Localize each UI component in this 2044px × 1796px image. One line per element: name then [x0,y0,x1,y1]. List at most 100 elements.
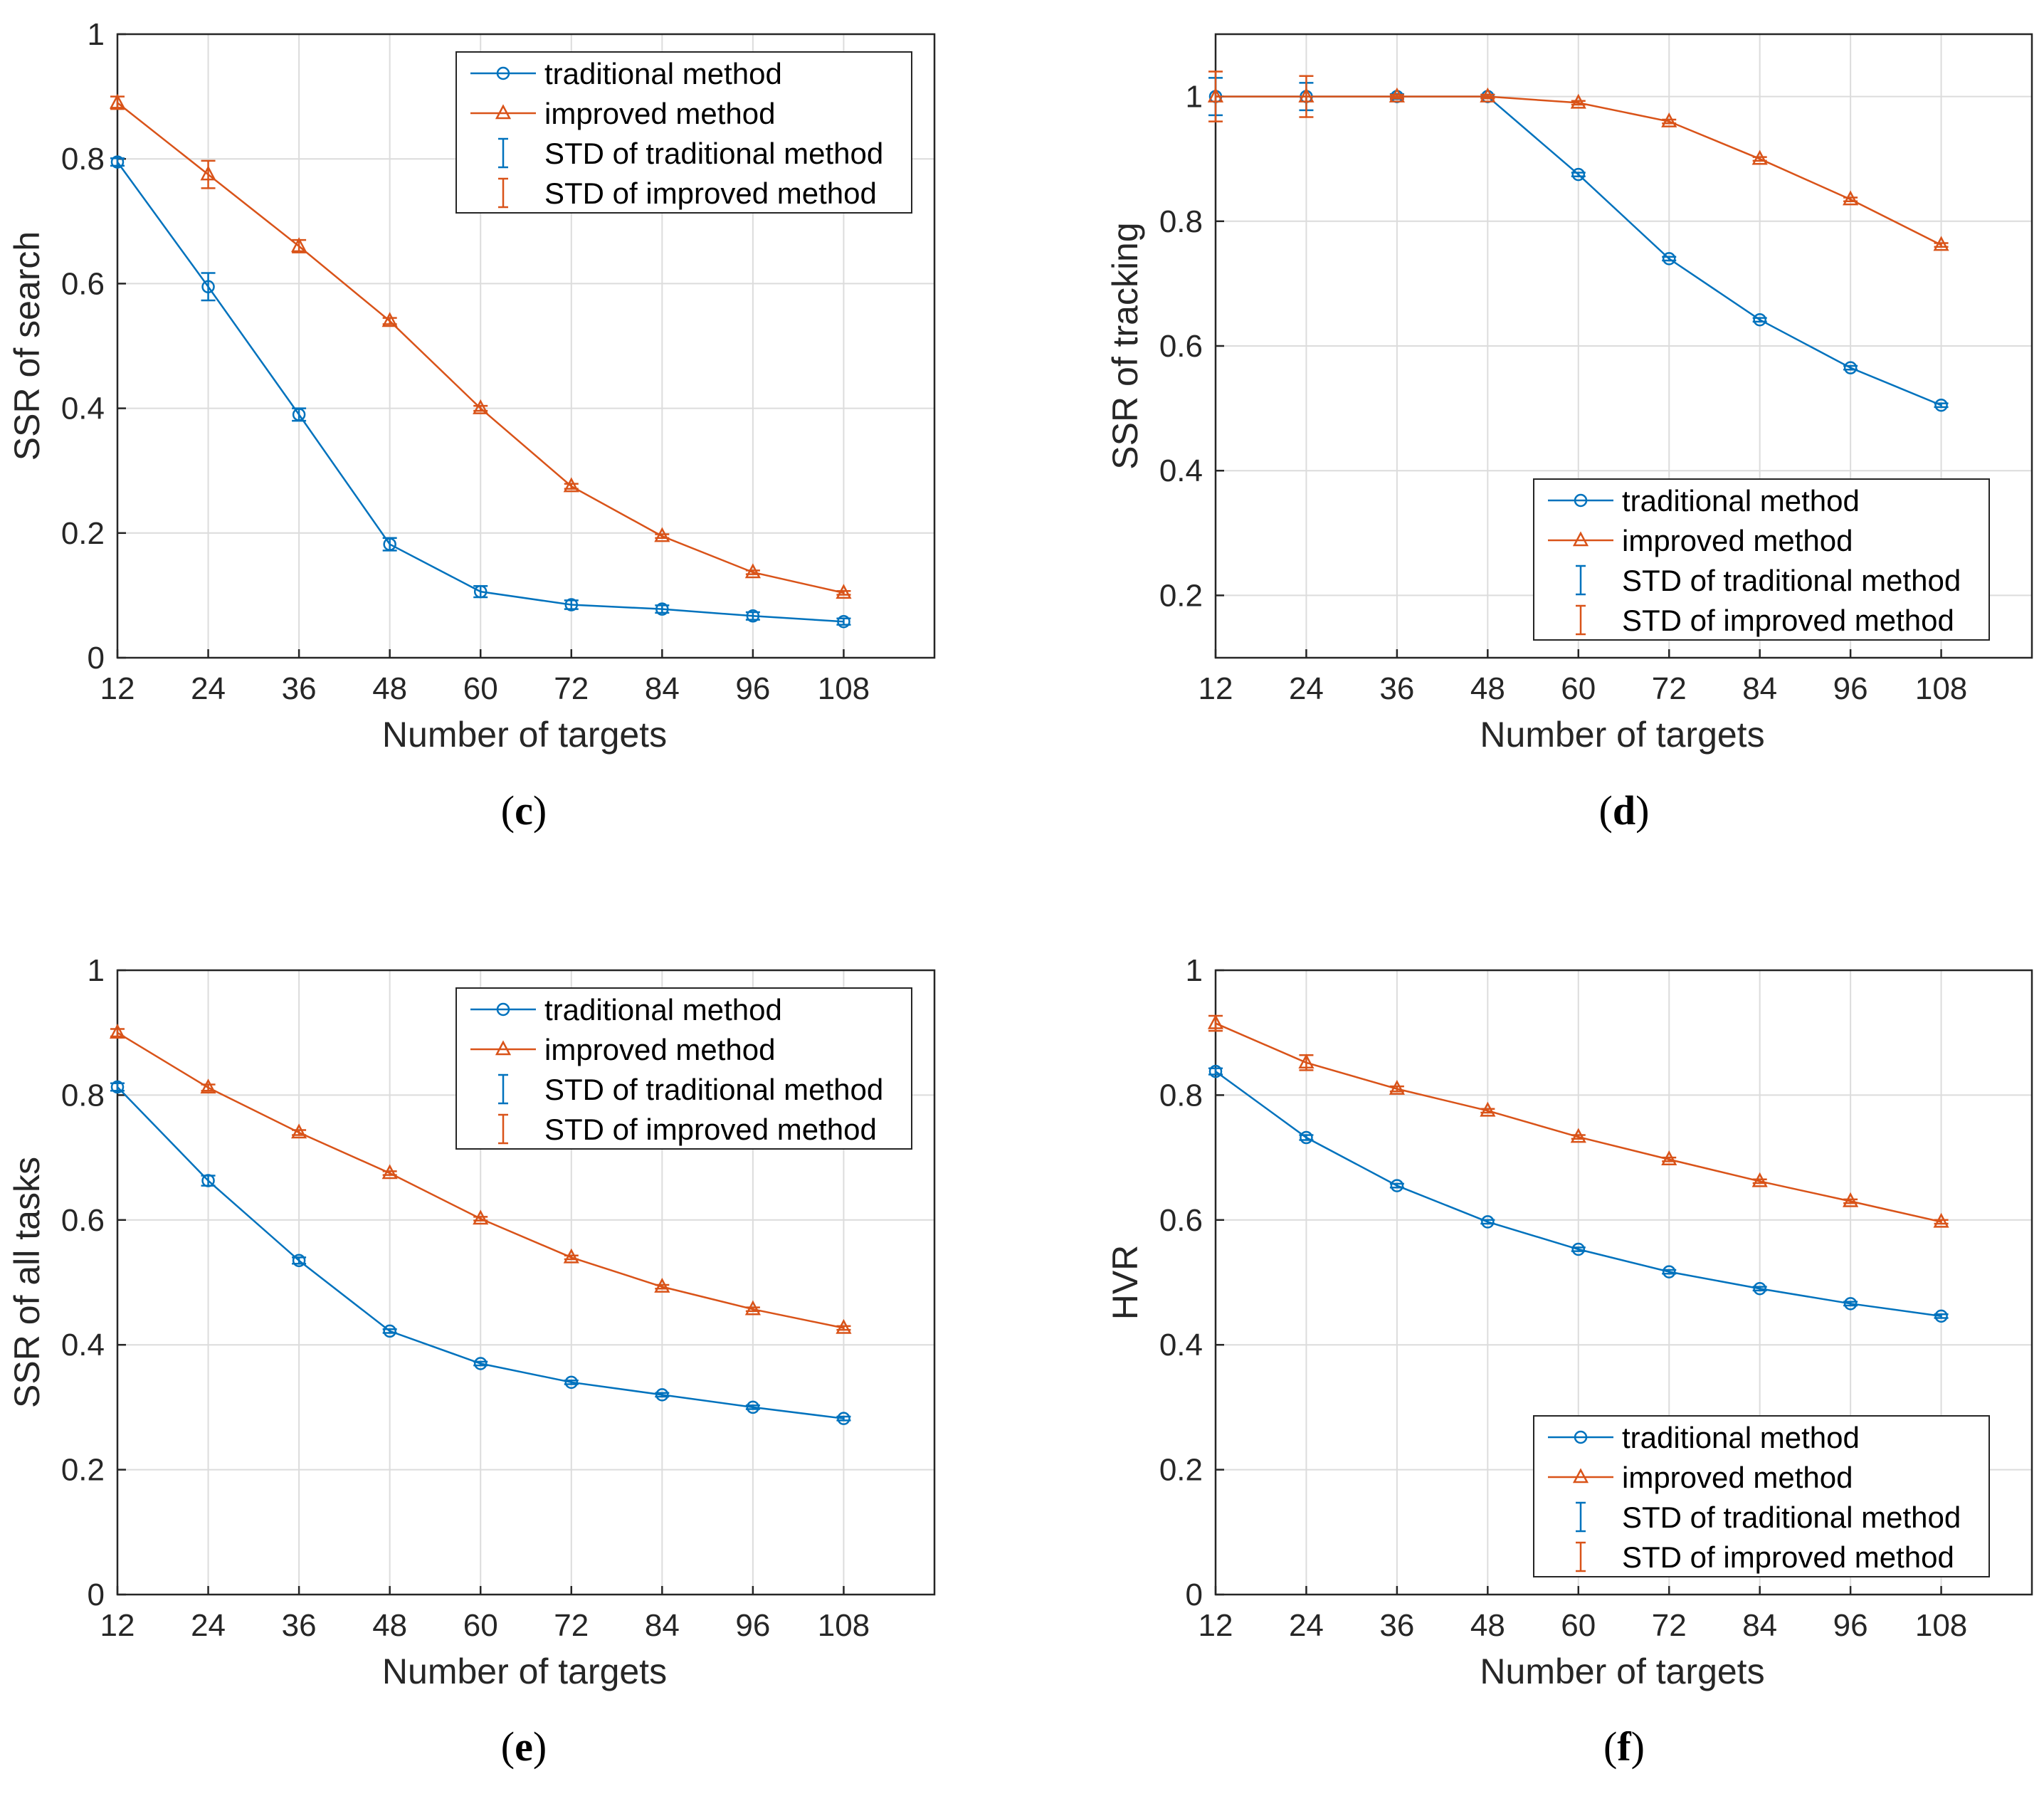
series-improved [109,1024,852,1334]
x-tick-label: 12 [100,671,135,706]
caption-letter: f [1617,1723,1631,1770]
data-point [1298,87,1315,103]
x-tick-label: 96 [735,1608,770,1643]
data-point [1571,167,1586,182]
data-point [110,155,125,169]
panel-caption: (f) [1603,1723,1645,1770]
y-tick-label: 0.8 [61,142,105,177]
y-axis-label: SSR of tracking [1105,222,1145,469]
data-point [564,1375,579,1390]
y-axis-label: HVR [1105,1245,1145,1320]
data-point [1843,190,1859,206]
axes-box [116,969,936,1596]
y-tick-label: 0 [1186,1577,1203,1612]
legend-marker [1574,493,1588,508]
data-point [201,1174,215,1187]
y-tick-label: 0.2 [61,1453,105,1488]
y-tick-label: 0.8 [1159,1078,1203,1113]
y-tick-label: 1 [1186,953,1203,988]
x-tick-label: 84 [645,671,680,706]
x-tick-label: 84 [1742,671,1777,706]
legend-marker [496,1002,510,1017]
data-point [383,537,396,551]
data-point [291,237,307,253]
series-traditional [110,155,851,629]
data-point [381,312,398,327]
legend-label: improved method [1622,1461,1853,1494]
series-line [117,102,844,594]
data-point [1300,1130,1313,1145]
data-point [381,1164,398,1180]
series-line [117,1086,844,1419]
x-tick-label: 24 [1289,671,1324,706]
data-point [1481,1215,1495,1229]
data-point [837,614,850,629]
x-tick-label: 12 [100,1608,135,1643]
data-point [1570,1128,1586,1143]
x-axis-label: Number of targets [382,715,667,755]
caption-letter: c [515,787,533,834]
data-point [654,527,670,542]
y-tick-label: 1 [1186,80,1203,115]
x-tick-label: 24 [191,1608,226,1643]
y-tick-label: 0.4 [1159,453,1203,488]
y-tick-label: 0 [88,1577,105,1612]
x-tick-label: 72 [1652,671,1687,706]
data-point [836,1318,852,1334]
data-point [655,602,669,616]
x-tick-label: 48 [1470,1608,1505,1643]
legend-label: STD of improved method [1622,604,1954,637]
data-point [110,1080,125,1094]
y-tick-label: 0.2 [61,516,105,551]
y-tick-label: 0.8 [1159,204,1203,239]
legend-label: STD of traditional method [1622,1501,1961,1534]
legend-marker [1572,531,1589,547]
data-point [1661,1150,1677,1165]
legend-label: STD of traditional method [1622,564,1961,597]
legend: traditional method improved method STD of … [1533,478,1990,641]
data-point [473,1357,488,1370]
y-tick-label: 1 [88,953,105,988]
data-point [563,1248,579,1264]
y-tick-label: 0.6 [61,266,105,301]
chart-panel-f: 12 24 36 48 60 72 84 96 108 0 0.2 0.4 0.6 0.8 1 Number … [1105,953,2033,1770]
data-point [1570,93,1586,109]
y-tick-label: 0.8 [61,1078,105,1113]
y-tick-label: 0 [88,641,105,676]
data-point [1390,1179,1404,1192]
x-tick-label: 72 [554,1608,589,1643]
legend-label: traditional method [544,993,782,1026]
data-point [473,1209,489,1225]
legend-box [455,987,912,1150]
data-point [744,563,761,579]
data-point [836,584,852,599]
caption-paren: ) [533,1723,547,1770]
data-point [1753,313,1766,327]
legend-label: improved method [544,97,776,130]
data-point [291,1123,307,1139]
series-line [116,161,844,623]
x-tick-label: 108 [818,671,870,706]
x-tick-label: 96 [1833,1608,1868,1643]
legend-label: traditional method [1622,1421,1860,1454]
legend-label: improved method [544,1033,776,1066]
data-point [1480,1101,1496,1117]
x-tick-label: 84 [1742,1608,1777,1643]
data-point [1298,1054,1315,1069]
data-point [109,93,126,109]
data-point [1207,1014,1224,1029]
series-line [117,1031,844,1329]
data-point [1389,1079,1405,1095]
x-tick-label: 60 [463,671,498,706]
chart-panel-e: 12 24 36 48 60 72 84 96 108 0 0.2 0.4 0.6 0.8 1 Number … [7,953,936,1770]
caption-paren: ( [501,1723,515,1770]
data-point [564,598,579,611]
legend-marker [1574,1430,1588,1444]
caption-paren: ) [1631,1723,1645,1770]
chart-panel-c: 12 24 36 48 60 72 84 96 108 0 0.2 0.4 0.6 0.8 1 Number … [7,17,936,834]
data-point [201,280,215,294]
legend: traditional method improved method STD of … [455,987,912,1150]
legend-marker [495,104,512,120]
x-tick-label: 72 [1652,1608,1687,1643]
data-point [837,1412,850,1425]
